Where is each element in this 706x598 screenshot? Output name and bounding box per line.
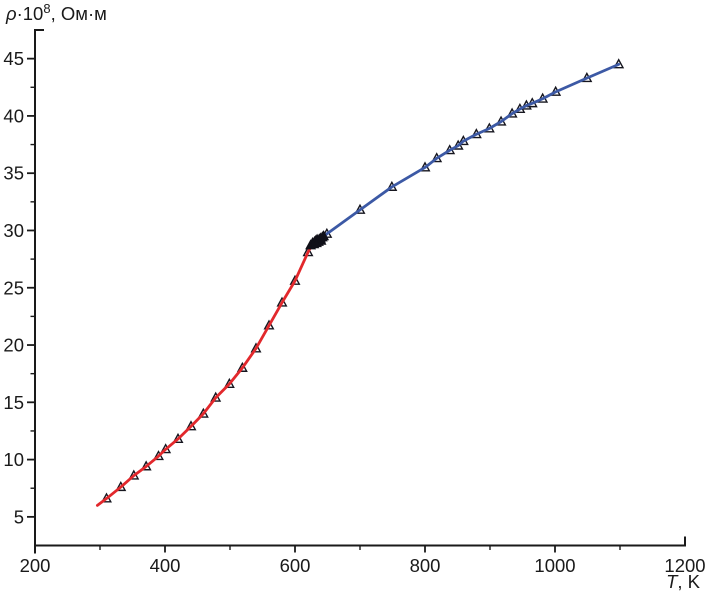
series-low-temperature-branch xyxy=(96,242,314,507)
x-tick-label: 1000 xyxy=(534,555,575,576)
axis-ticks xyxy=(27,57,621,553)
rho-symbol: ρ xyxy=(6,3,17,24)
y-title-exponent: 8 xyxy=(43,0,51,16)
y-tick-label: 45 xyxy=(3,48,24,69)
y-tick-label: 10 xyxy=(3,449,24,470)
y-tick-label: 15 xyxy=(3,392,24,413)
y-tick-label: 5 xyxy=(14,506,24,527)
y-tick-label: 20 xyxy=(3,335,24,356)
y-title-base: ·10 xyxy=(16,3,44,24)
high-temperature-branch-line xyxy=(319,62,621,242)
series-phase-transition-cluster xyxy=(305,230,330,250)
x-tick-label: 800 xyxy=(410,555,441,576)
y-axis-title: ρ·108, Ом·м xyxy=(6,0,107,25)
y-tick-label: 30 xyxy=(3,220,24,241)
temperature-symbol: T xyxy=(666,571,678,592)
y-tick-label: 35 xyxy=(3,163,24,184)
x-tick-label: 600 xyxy=(280,555,311,576)
marker-filled-triangle xyxy=(318,230,330,241)
y-tick-label: 25 xyxy=(3,277,24,298)
x-tick-label: 400 xyxy=(150,555,181,576)
x-title-unit: , K xyxy=(677,571,700,592)
x-tick-label: 200 xyxy=(20,555,51,576)
x-axis-title: T, K xyxy=(620,571,700,593)
low-temperature-branch-line xyxy=(96,242,314,507)
series-high-temperature-branch xyxy=(319,58,625,242)
x-tick-label: 1200 xyxy=(664,555,705,576)
y-tick-label: 40 xyxy=(3,105,24,126)
tick-labels: 200 400 600 800 1000 1200 5 10 15 20 25 30 35 40 45 xyxy=(3,48,705,576)
y-title-unit: , Ом·м xyxy=(50,3,107,24)
